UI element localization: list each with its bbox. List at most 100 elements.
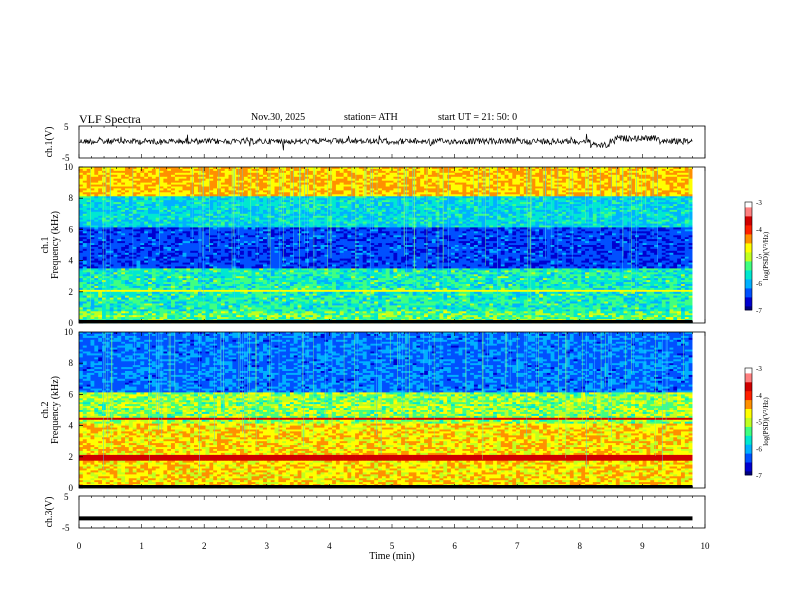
ch1-spectrogram-cell: [358, 168, 364, 172]
ch1-spectrogram-cell: [243, 184, 249, 187]
ch1-spectrogram-cell: [186, 174, 191, 178]
ch1-spectrogram-cell: [79, 198, 84, 201]
ch1-spectrogram-cell: [615, 196, 620, 199]
ch1-spectrogram-cell: [378, 176, 383, 180]
ch1-spectrogram-cell: [148, 180, 153, 184]
ch1-spectrogram-cell: [619, 190, 624, 193]
ch1-spectrogram-cell: [205, 194, 210, 197]
ch1-spectrogram-cell: [293, 194, 298, 197]
ch1-spectrogram-cell: [550, 184, 555, 187]
ch1-spectrogram-cell: [496, 196, 502, 199]
ch1-spectrogram-cell: [98, 176, 103, 180]
ch1-spectrogram-cell: [320, 178, 325, 182]
ch1-spectrogram-cell: [86, 192, 91, 195]
ch1-spectrogram-cell: [148, 192, 153, 195]
ch1-spectrogram-cell: [519, 194, 525, 197]
ch1-spectrogram-cell: [113, 180, 118, 184]
ch1-spectrogram-cell: [431, 192, 436, 195]
ch1-spectrogram-cell: [389, 180, 394, 184]
ch1-spectrogram-cell: [401, 196, 406, 199]
ch1-spectrogram-cell: [82, 168, 87, 172]
ch1-spectrogram-cell: [278, 168, 283, 172]
ch1-spectrogram-cell: [174, 198, 180, 201]
ch1-spectrogram-cell: [301, 198, 306, 201]
ch1-spectrogram-cell: [351, 196, 356, 199]
ch1-spectrogram-cell: [658, 196, 663, 199]
ch1-spectrogram-cell: [404, 174, 410, 178]
ch1-spectrogram-cell: [531, 200, 536, 203]
ch1-spectrogram-cell: [673, 172, 678, 176]
ch1-spectrogram-cell: [627, 194, 632, 197]
ch1-spectrogram-cell: [485, 194, 490, 197]
ch1-spectrogram-cell: [573, 194, 578, 197]
ch1-spectrogram-cell: [447, 184, 452, 187]
ch1-spectrogram-cell: [213, 178, 218, 182]
ch1-spectrogram-cell: [600, 196, 605, 199]
ch1-spectrogram-cell: [466, 170, 471, 174]
ch1-spectrogram-cell: [635, 184, 640, 187]
ch1-spectrogram-cell: [604, 198, 609, 201]
ch1-spectrogram-cell: [381, 170, 387, 174]
ch1-spectrogram-cell: [539, 170, 544, 174]
ch1-spectrogram-cell: [519, 178, 525, 182]
ch1-spectrogram-cell: [627, 184, 632, 187]
ch1-spectrogram-cell: [573, 178, 578, 182]
ch1-spectrogram-cell: [627, 198, 632, 201]
ch1-spectrogram-cell: [688, 167, 693, 170]
ch1-spectrogram-cell: [589, 190, 594, 193]
ch1-spectrogram-cell: [228, 176, 233, 180]
ch1-spectrogram-cell: [654, 174, 659, 178]
ch1-spectrogram-cell: [128, 174, 133, 178]
ch1-spectrogram-cell: [339, 168, 344, 172]
ch1-spectrogram-cell: [125, 196, 130, 199]
ch1-spectrogram-cell: [684, 170, 689, 174]
ch1-spectrogram-cell: [677, 182, 682, 185]
ch1-spectrogram-cell: [600, 184, 605, 187]
ch1-spectrogram-cell: [263, 167, 268, 170]
ch1-spectrogram-cell: [673, 186, 678, 189]
ch1-spectrogram-cell: [608, 180, 613, 184]
ch1-spectrogram-cell: [638, 194, 643, 197]
ch1-spectrogram-cell: [454, 196, 459, 199]
ch1-spectrogram-cell: [385, 168, 390, 172]
ch1-spectrogram-cell: [439, 172, 444, 176]
ch1-spectrogram-cell: [397, 192, 402, 195]
ch1-spectrogram-cell: [335, 182, 341, 185]
ch1-spectrogram-cell: [121, 176, 126, 180]
ch1-spectrogram-cell: [673, 176, 678, 180]
ch1-spectrogram-cell: [251, 167, 256, 170]
ch1-spectrogram-cell: [447, 178, 452, 182]
ch1-spectrogram-cell: [347, 168, 352, 172]
ch1-spectrogram-cell: [351, 198, 356, 201]
ch1-spectrogram-cell: [684, 182, 689, 185]
ch1-spectrogram-cell: [450, 192, 456, 195]
ch1-spectrogram-cell: [236, 184, 241, 187]
ch1-spectrogram-cell: [596, 170, 601, 174]
ch1-spectrogram-cell: [128, 188, 133, 191]
ch1-spectrogram-cell: [82, 200, 87, 203]
ch1-spectrogram-cell: [565, 194, 571, 197]
ch1-spectrogram-cell: [420, 182, 425, 185]
ch1-spectrogram-cell: [673, 200, 678, 203]
ch1-spectrogram-cell: [393, 186, 398, 189]
ch1-spectrogram-cell: [573, 172, 578, 176]
ch1-spectrogram-cell: [604, 180, 609, 184]
ch1-spectrogram-cell: [589, 194, 594, 197]
ch1-spectrogram-cell: [462, 170, 467, 174]
ch1-spectrogram-cell: [182, 167, 187, 170]
ch1-spectrogram-cell: [151, 192, 157, 195]
ch1-spectrogram-cell: [420, 200, 425, 203]
ch1-spectrogram-cell: [385, 182, 390, 185]
ch1-spectrogram-cell: [355, 186, 360, 189]
ch1-spectrogram-cell: [493, 182, 498, 185]
ch1-spectrogram-cell: [381, 178, 387, 182]
ch1-spectrogram-cell: [665, 186, 670, 189]
ch1-spectrogram-cell: [650, 194, 655, 197]
ch1-spectrogram-cell: [431, 180, 436, 184]
ch1-spectrogram-cell: [684, 184, 689, 187]
ch1-spectrogram-cell: [94, 182, 99, 185]
ch1-spectrogram-cell: [167, 186, 172, 189]
ch1-spectrogram-cell: [589, 178, 594, 182]
ch1-spectrogram-cell: [573, 168, 578, 172]
ch1-spectrogram-cell: [90, 186, 95, 189]
